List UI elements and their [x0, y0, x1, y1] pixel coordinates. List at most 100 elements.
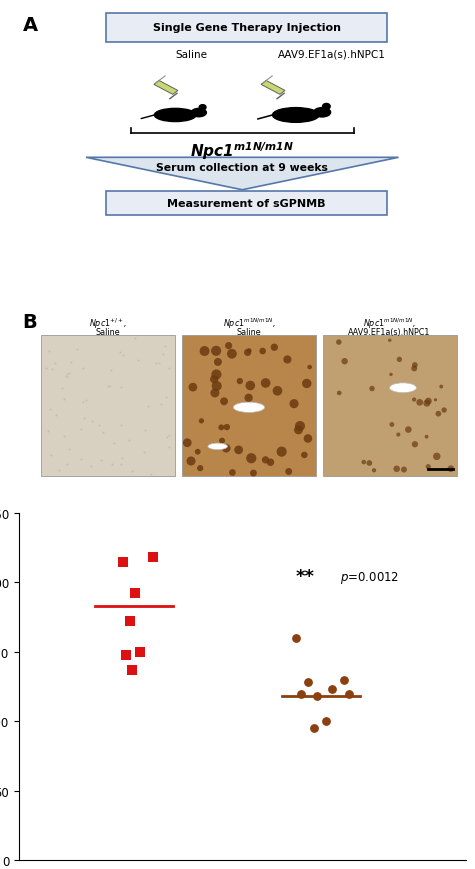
Point	[306, 361, 314, 375]
Point	[290, 397, 298, 411]
Point	[108, 458, 115, 472]
Point	[368, 382, 376, 396]
Point	[60, 393, 67, 407]
Point	[225, 339, 232, 353]
Polygon shape	[86, 158, 399, 190]
Point	[210, 373, 218, 387]
Point	[395, 428, 402, 442]
Point	[411, 359, 418, 373]
Point	[235, 443, 242, 457]
Point	[46, 344, 53, 358]
Point	[183, 436, 191, 450]
Point	[63, 370, 71, 384]
Point	[118, 458, 125, 472]
Point	[162, 340, 169, 354]
Text: B: B	[23, 312, 38, 331]
Point	[228, 466, 236, 480]
Point	[128, 465, 136, 479]
FancyBboxPatch shape	[106, 192, 388, 216]
Point	[228, 348, 236, 362]
Point	[437, 380, 445, 394]
FancyBboxPatch shape	[41, 335, 175, 476]
Point	[423, 396, 431, 410]
Point	[335, 335, 342, 349]
Point	[388, 418, 396, 432]
Text: Serum collection at 9 weeks: Serum collection at 9 weeks	[156, 163, 328, 173]
Point	[400, 463, 408, 477]
Point	[79, 362, 87, 375]
Point	[156, 356, 163, 370]
Polygon shape	[261, 82, 285, 96]
Point	[198, 415, 205, 428]
Point	[163, 431, 171, 445]
Point	[218, 434, 226, 448]
Point	[433, 450, 441, 464]
Point	[201, 345, 209, 359]
Point	[304, 676, 312, 690]
Ellipse shape	[233, 402, 265, 413]
Point	[340, 673, 348, 687]
FancyBboxPatch shape	[323, 335, 456, 476]
Point	[405, 423, 412, 437]
Point	[341, 355, 348, 368]
Point	[140, 446, 148, 460]
Point	[126, 614, 133, 628]
Point	[194, 445, 201, 459]
Point	[137, 645, 144, 659]
Text: A: A	[23, 16, 38, 35]
Point	[148, 468, 155, 481]
Point	[165, 441, 173, 454]
Point	[262, 454, 269, 468]
Point	[274, 384, 281, 398]
Point	[245, 391, 252, 405]
Ellipse shape	[390, 383, 417, 393]
Point	[149, 551, 157, 565]
Point	[159, 348, 167, 362]
Point	[213, 380, 220, 394]
Ellipse shape	[154, 109, 196, 123]
Point	[292, 631, 300, 645]
Point	[104, 380, 112, 394]
Point	[48, 362, 56, 376]
Point	[246, 344, 253, 358]
Point	[58, 381, 66, 395]
Text: $\it{Npc1}$$^{m1N/m1N}$,: $\it{Npc1}$$^{m1N/m1N}$,	[363, 316, 416, 331]
Point	[212, 344, 220, 358]
Point	[125, 434, 133, 448]
Text: $\bfit{Npc1}$$^{\bfit{m1N/m1N}}$: $\bfit{Npc1}$$^{\bfit{m1N/m1N}}$	[190, 140, 294, 162]
Point	[79, 395, 87, 409]
Point	[266, 455, 274, 469]
Point	[285, 465, 293, 479]
Point	[411, 438, 418, 452]
Point	[323, 714, 330, 728]
Point	[162, 390, 170, 404]
Ellipse shape	[199, 105, 206, 110]
Point	[51, 357, 59, 371]
Point	[95, 419, 103, 433]
FancyBboxPatch shape	[182, 335, 316, 476]
Point	[297, 687, 305, 700]
Text: AAV9.EF1a(s).hNPC1: AAV9.EF1a(s).hNPC1	[348, 328, 431, 336]
Ellipse shape	[273, 109, 319, 123]
Point	[396, 353, 403, 367]
Point	[64, 368, 71, 381]
Text: $\it{p}$=0.0012: $\it{p}$=0.0012	[341, 569, 400, 586]
Point	[106, 380, 114, 394]
Text: Saline: Saline	[175, 50, 207, 59]
Point	[416, 396, 424, 410]
Point	[64, 458, 71, 472]
Point	[278, 445, 285, 459]
Point	[301, 448, 308, 462]
Point	[250, 467, 257, 481]
Point	[211, 387, 218, 401]
Point	[144, 400, 152, 414]
Ellipse shape	[314, 109, 331, 118]
Point	[247, 379, 254, 393]
Point	[262, 376, 269, 390]
Point	[328, 683, 335, 697]
Point	[48, 448, 55, 462]
FancyBboxPatch shape	[106, 14, 388, 43]
Point	[67, 355, 75, 369]
Text: **: **	[295, 567, 314, 586]
Point	[80, 411, 88, 425]
